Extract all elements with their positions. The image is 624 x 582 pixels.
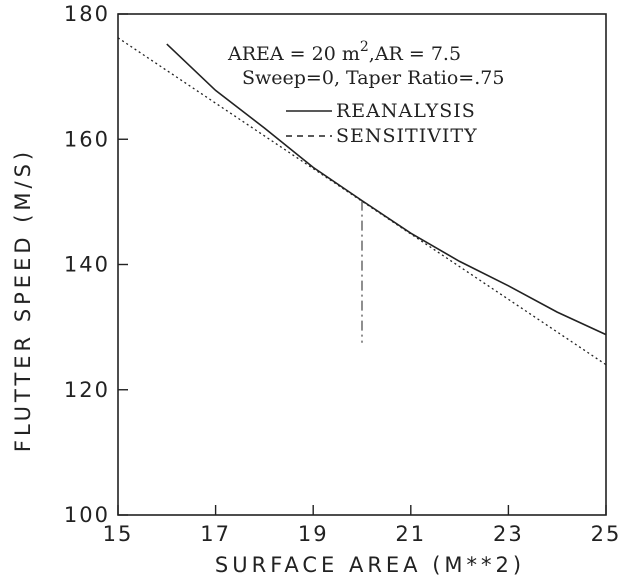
annotation-line-2: Sweep=0, Taper Ratio=.75 [242, 67, 504, 89]
x-axis-title: SURFACE AREA (M**2) [215, 553, 525, 577]
legend-label-sensitivity: SENSITIVITY [336, 125, 478, 147]
y-axis-title: FLUTTER SPEED (M/S) [11, 148, 35, 452]
y-tick-label: 100 [64, 503, 110, 527]
x-tick-label: 25 [591, 522, 622, 546]
y-axis-ticks: 100 120 140 160 180 [64, 2, 128, 527]
y-tick-label: 140 [64, 253, 110, 277]
annotation: AREA = 20 m2,AR = 7.5 Sweep=0, Taper Rat… [227, 39, 504, 89]
y-tick-label: 180 [64, 2, 110, 26]
y-tick-label: 120 [64, 378, 110, 402]
legend: REANALYSIS SENSITIVITY [286, 100, 478, 147]
series-line-reanalysis [166, 43, 607, 336]
x-tick-label: 21 [395, 522, 426, 546]
x-tick-label: 17 [200, 522, 231, 546]
series-layer [117, 37, 607, 366]
x-tick-label: 15 [103, 522, 134, 546]
x-tick-label: 23 [493, 522, 524, 546]
x-axis-ticks: 15 17 19 21 23 25 [103, 505, 622, 546]
legend-label-reanalysis: REANALYSIS [336, 100, 476, 122]
x-tick-label: 19 [298, 522, 329, 546]
y-tick-label: 160 [64, 127, 110, 151]
annotation-line-1: AREA = 20 m2,AR = 7.5 [227, 39, 461, 65]
